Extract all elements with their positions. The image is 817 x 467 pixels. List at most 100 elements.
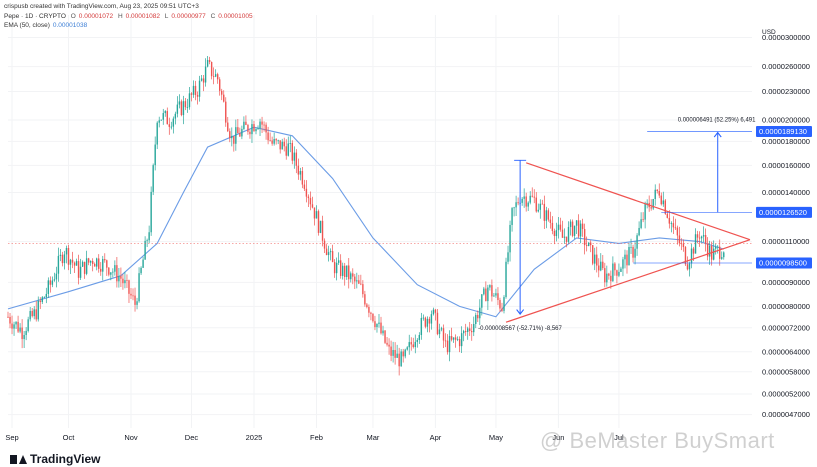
- legend-ohlc[interactable]: Pepe · 1D · CRYPTO O 0.00001072 H 0.000010…: [4, 13, 256, 20]
- target-arrow-icon: [713, 131, 722, 138]
- candle: [581, 218, 584, 237]
- candle-body: [684, 247, 687, 265]
- candle-body: [136, 301, 138, 305]
- level-price-badge: [756, 257, 812, 269]
- candle-body: [708, 245, 711, 257]
- candle: [7, 311, 9, 319]
- candle-body: [188, 93, 191, 108]
- candle: [265, 122, 267, 140]
- price-axis[interactable]: USD 0.0000300000 0.0000260000 0.0000230000…: [762, 29, 810, 419]
- ema-line: [7, 126, 724, 318]
- tradingview-brand[interactable]: TradingView: [10, 452, 100, 466]
- candle: [696, 230, 699, 243]
- candle: [678, 226, 681, 247]
- candle: [501, 302, 503, 313]
- candle: [606, 265, 608, 287]
- candle: [313, 207, 316, 226]
- candle-body: [152, 165, 154, 192]
- candle-body: [261, 121, 263, 125]
- candle-body: [253, 124, 255, 132]
- candle-body: [396, 353, 398, 358]
- candle: [394, 342, 396, 365]
- candle: [569, 219, 572, 236]
- candle: [418, 332, 421, 344]
- candle-body: [662, 200, 664, 205]
- candle: [668, 210, 671, 229]
- candle-body: [89, 260, 92, 263]
- candle-body: [384, 330, 386, 343]
- candle: [575, 220, 578, 234]
- candle-body: [216, 74, 219, 80]
- candle: [337, 252, 340, 265]
- candle-body: [114, 265, 116, 272]
- candle-body: [295, 152, 298, 166]
- time-tick-label: Oct: [63, 433, 76, 442]
- candle-body: [495, 293, 497, 296]
- candle-body: [420, 317, 423, 335]
- candle-body: [223, 94, 225, 102]
- candle-body: [378, 322, 380, 324]
- candle: [63, 250, 66, 270]
- candle: [154, 136, 156, 171]
- candle: [184, 97, 187, 111]
- candle: [535, 192, 537, 213]
- candle-body: [702, 235, 705, 237]
- candle: [571, 219, 574, 238]
- candle-body: [364, 294, 366, 305]
- candle-body: [386, 342, 388, 345]
- candle-body: [47, 280, 50, 294]
- candle: [251, 119, 253, 143]
- candle: [293, 146, 296, 169]
- candle-body: [291, 143, 293, 161]
- candle-body: [505, 261, 507, 298]
- candle-body: [126, 280, 128, 281]
- candle-body: [674, 227, 677, 229]
- candle: [277, 139, 279, 145]
- candle-body: [535, 197, 537, 212]
- candle-body: [194, 85, 197, 95]
- candle: [416, 338, 419, 348]
- candle-body: [77, 261, 80, 278]
- candle: [585, 236, 588, 252]
- candle-body: [237, 127, 239, 134]
- candle: [243, 116, 245, 131]
- candle-body: [11, 323, 13, 329]
- candle: [414, 334, 416, 354]
- candle: [438, 323, 441, 339]
- candle: [331, 244, 334, 263]
- candle: [71, 251, 74, 269]
- candle-body: [108, 267, 110, 275]
- candle: [96, 257, 98, 271]
- candle: [404, 348, 406, 359]
- candle: [398, 347, 400, 376]
- candle-body: [21, 327, 23, 340]
- candle: [537, 203, 539, 213]
- candle-body: [350, 273, 352, 280]
- candle: [27, 316, 29, 333]
- time-axis[interactable]: Sep Oct Nov Dec 2025 Feb Mar Apr May Jun Jul: [5, 433, 624, 442]
- candle: [602, 255, 604, 271]
- candle-body: [515, 202, 517, 208]
- candle-body: [388, 344, 390, 347]
- candle-body: [285, 146, 287, 156]
- candle-body: [620, 268, 622, 272]
- candle-body: [118, 276, 120, 282]
- candle-body: [100, 268, 102, 272]
- candle: [85, 250, 88, 276]
- candle-body: [134, 295, 136, 305]
- legend-ema[interactable]: EMA (50, close) 0.00001038: [4, 22, 90, 29]
- candle-body: [65, 247, 68, 255]
- candle-body: [698, 237, 701, 239]
- candle-body: [539, 203, 541, 210]
- candle-body: [212, 76, 215, 77]
- candle-body: [414, 341, 416, 348]
- candle: [106, 259, 108, 276]
- candle-body: [489, 285, 491, 288]
- candle: [15, 321, 17, 329]
- price-tick-label: 0.0000300000: [762, 33, 810, 42]
- candle: [723, 251, 725, 260]
- candle-body: [545, 210, 548, 221]
- candle-body: [721, 257, 723, 259]
- candle: [102, 255, 104, 281]
